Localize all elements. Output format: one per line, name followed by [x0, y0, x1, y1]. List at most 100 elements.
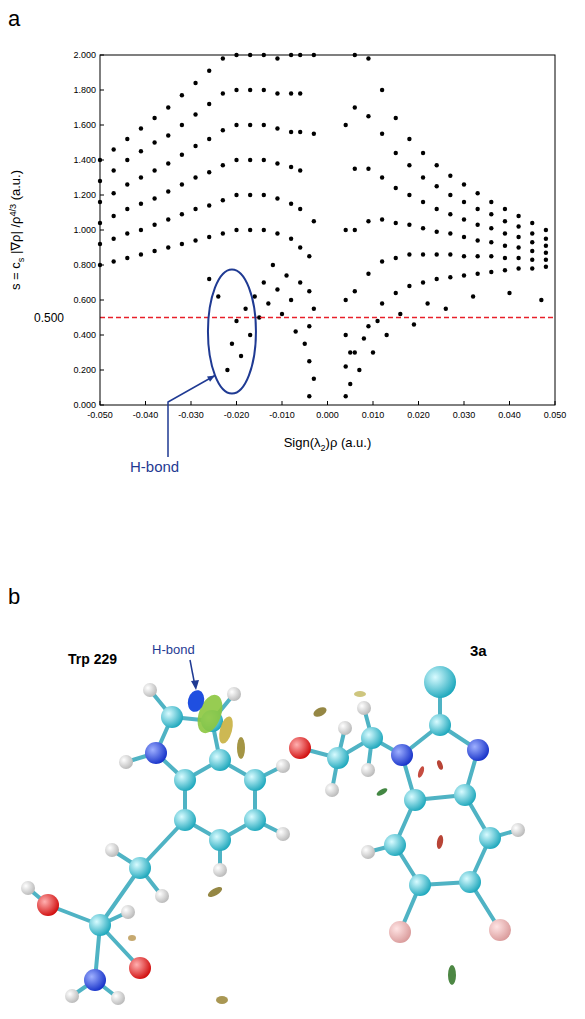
nci-surface [216, 996, 228, 1004]
h-bond-arrowhead [191, 680, 199, 690]
point [275, 91, 279, 95]
point [298, 91, 302, 95]
point [407, 137, 411, 141]
point [307, 289, 311, 293]
atom [119, 755, 133, 769]
point [166, 245, 170, 249]
point [234, 123, 238, 127]
molecule [21, 666, 525, 1005]
point [489, 270, 493, 274]
point [380, 175, 384, 179]
point [180, 93, 184, 97]
atom [244, 809, 266, 831]
y-tick [100, 230, 104, 231]
annotation-label: H-bond [130, 458, 179, 475]
x-tick-label: -0.010 [269, 410, 295, 420]
point [475, 238, 479, 242]
point [421, 226, 425, 230]
point [193, 207, 197, 211]
point [207, 102, 211, 106]
point [421, 151, 425, 155]
point [503, 231, 507, 235]
point [366, 56, 370, 60]
point [444, 307, 448, 311]
point [530, 249, 534, 253]
atom [174, 809, 196, 831]
point [180, 212, 184, 216]
point [289, 165, 293, 169]
point [394, 291, 398, 295]
point [375, 319, 379, 323]
point [266, 301, 270, 305]
x-tick [373, 401, 374, 405]
point [234, 88, 238, 92]
point [448, 174, 452, 178]
point [380, 301, 384, 305]
atom [384, 834, 406, 856]
point [344, 298, 348, 302]
point [139, 126, 143, 130]
panel-label: a [8, 6, 21, 31]
point [435, 230, 439, 234]
point [207, 170, 211, 174]
point [271, 263, 275, 267]
point [344, 394, 348, 398]
atom [209, 829, 231, 851]
atom [213, 863, 227, 877]
atom [227, 687, 241, 701]
y-tick-label: 2.000 [73, 50, 96, 60]
atom [174, 769, 196, 791]
y-tick [100, 335, 104, 336]
point [248, 228, 252, 232]
point [275, 161, 279, 165]
point [503, 268, 507, 272]
point [544, 237, 548, 241]
point [312, 132, 316, 136]
point [435, 163, 439, 167]
nci-surface [217, 715, 236, 745]
point [111, 259, 115, 263]
x-tick-label: -0.020 [224, 410, 250, 420]
nci-surface [417, 766, 426, 779]
y-tick-label: 1.200 [73, 190, 96, 200]
x-tick [191, 401, 192, 405]
x-tick [236, 401, 237, 405]
point [362, 336, 366, 340]
point [289, 237, 293, 241]
panel-label: b [8, 584, 20, 609]
y-tick-label: 0.400 [73, 330, 96, 340]
point [348, 382, 352, 386]
point [421, 175, 425, 179]
point [530, 221, 534, 225]
point [462, 217, 466, 221]
atom [454, 784, 476, 806]
nci-surface [206, 885, 223, 899]
point [516, 224, 520, 228]
point [275, 126, 279, 130]
atom [121, 905, 135, 919]
point [248, 158, 252, 162]
x-tick [464, 401, 465, 405]
label-part: |∇ρ| /ρ [8, 217, 23, 258]
point [475, 207, 479, 211]
point [489, 254, 493, 258]
point [407, 223, 411, 227]
point [166, 133, 170, 137]
reference-label: 0.500 [34, 311, 64, 325]
x-tick-label: 0.010 [362, 410, 385, 420]
point [312, 377, 316, 381]
point [262, 280, 266, 284]
plot-frame [100, 55, 555, 405]
point [421, 280, 425, 284]
point [489, 212, 493, 216]
point [344, 364, 348, 368]
point [312, 307, 316, 311]
point [530, 266, 534, 270]
point [193, 112, 197, 116]
atom [389, 921, 411, 943]
point [111, 168, 115, 172]
y-tick-label: 0.800 [73, 260, 96, 270]
point [394, 151, 398, 155]
point [180, 123, 184, 127]
point [298, 245, 302, 249]
